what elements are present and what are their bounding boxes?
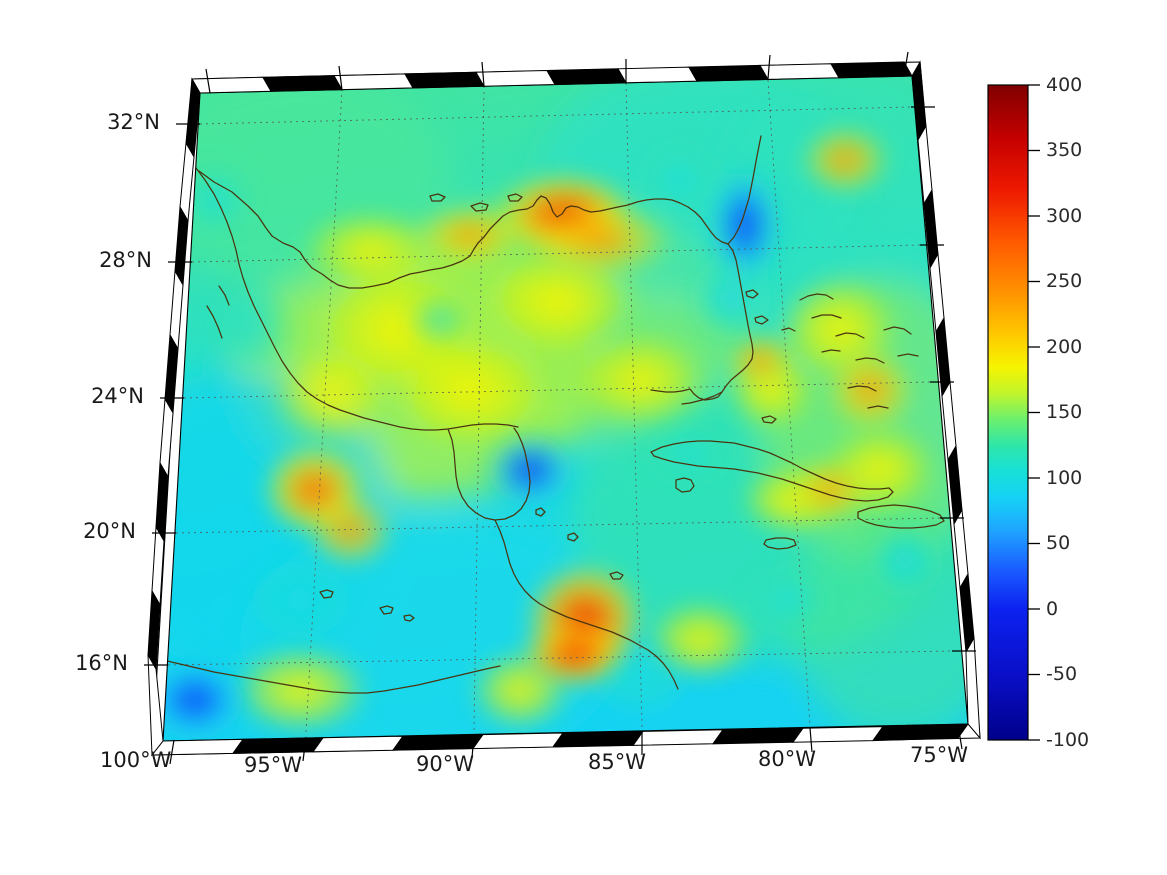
- lat-tick-16N: 16°N: [75, 651, 128, 675]
- colorbar-tick-100: 100: [1046, 467, 1083, 489]
- colorbar-tick-350: 350: [1046, 139, 1083, 161]
- colorbar: [987, 84, 1040, 741]
- coastline-layer: [163, 135, 945, 694]
- lon-tick-80W: 80°W: [758, 747, 816, 771]
- lat-tick-28N: 28°N: [99, 248, 152, 272]
- lat-tick-32N: 32°N: [107, 110, 160, 134]
- colorbar-tick-150: 150: [1046, 401, 1083, 423]
- colorbar-tick-400: 400: [1046, 74, 1083, 96]
- colorbar-tick-0: 0: [1046, 598, 1059, 620]
- colorbar-tick-250: 250: [1046, 270, 1083, 292]
- graticule: [167, 79, 953, 734]
- lon-tick-75W: 75°W: [910, 743, 968, 767]
- data-field: [163, 76, 968, 741]
- lon-tick-100W: 100°W: [100, 748, 172, 772]
- map-frame: [144, 51, 981, 765]
- lat-tick-24N: 24°N: [91, 384, 144, 408]
- lon-tick-90W: 90°W: [416, 752, 474, 776]
- lat-tick-20N: 20°N: [83, 519, 136, 543]
- colorbar-tick-300: 300: [1046, 205, 1083, 227]
- lon-tick-85W: 85°W: [588, 750, 646, 774]
- colorbar-tick-50: 50: [1046, 532, 1071, 554]
- colorbar-tick-minus100: -100: [1046, 729, 1090, 751]
- colorbar-tick-200: 200: [1046, 336, 1083, 358]
- lon-tick-95W: 95°W: [244, 753, 302, 777]
- colorbar-tick-minus50: -50: [1046, 663, 1078, 685]
